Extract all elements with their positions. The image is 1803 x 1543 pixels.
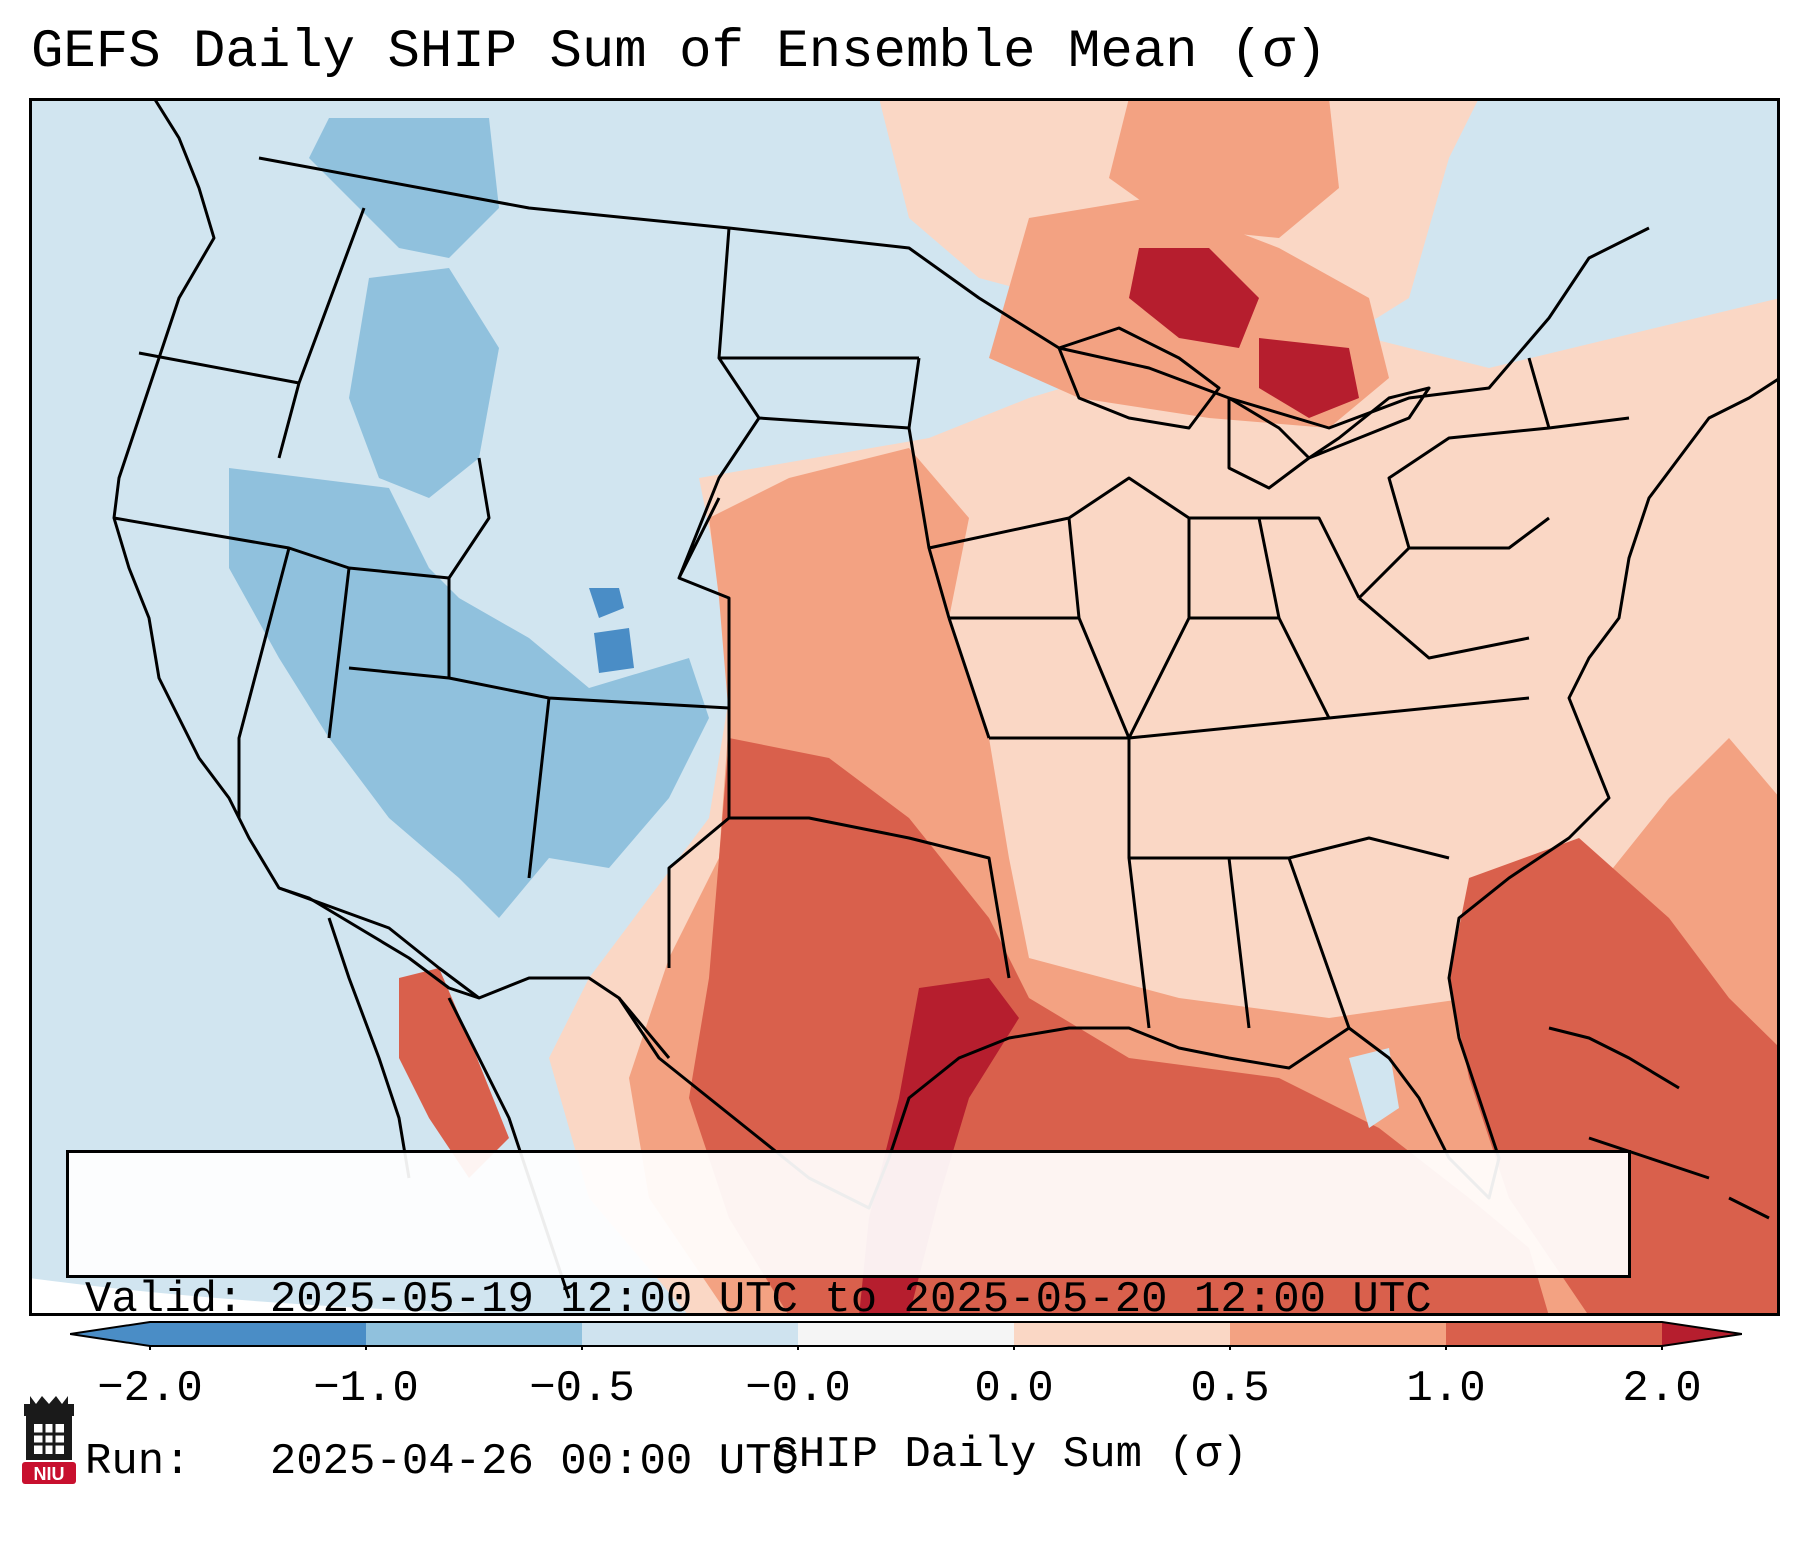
- caribbean-islands: [1548, 1026, 1770, 1220]
- anomaly-baja-strong: [399, 968, 509, 1178]
- run-value: 2025-04-26 00:00 UTC: [269, 1437, 798, 1487]
- anomaly-northwest-blue: [309, 118, 499, 258]
- colorbar-tick-label: 2.0: [1622, 1364, 1702, 1414]
- map-borders: [112, 98, 1780, 1299]
- logo-text: NIU: [34, 1464, 65, 1484]
- valid-row: Valid: 2025-05-19 12:00 UTC to 2025-05-2…: [85, 1273, 1628, 1327]
- colorbar-segment: [582, 1322, 798, 1346]
- colorbar-extend-high: [1662, 1322, 1742, 1346]
- colorbar-tick-label: −0.5: [529, 1364, 635, 1414]
- valid-label: Valid:: [85, 1275, 244, 1325]
- run-label: Run:: [85, 1437, 191, 1487]
- colorbar-segment: [1230, 1322, 1446, 1346]
- map-frame: [29, 98, 1780, 1316]
- mexico-border: [278, 886, 671, 1059]
- anomaly-superior-max: [1129, 248, 1259, 348]
- anomaly-north-medium: [1109, 98, 1339, 238]
- colorbar-tick-label: −0.0: [745, 1364, 851, 1414]
- colorbar-tick-label: −2.0: [97, 1364, 203, 1414]
- anomaly-idaho-blue: [349, 268, 499, 498]
- colorbar-segment: [1446, 1322, 1662, 1346]
- colorbar-ticks: [149, 1346, 1663, 1350]
- us-outline: [112, 98, 1780, 1210]
- colorbar-label: SHIP Daily Sum (σ): [772, 1430, 1248, 1480]
- colorbar: [70, 1321, 1742, 1350]
- colorbar-tick-label: 1.0: [1406, 1364, 1486, 1414]
- anomaly-florida-light: [1349, 1048, 1399, 1128]
- niu-logo: NIU: [22, 1396, 76, 1484]
- colorbar-tick-label: 0.5: [1190, 1364, 1270, 1414]
- great-lakes: [1057, 326, 1431, 490]
- anomaly-huron-max: [1259, 338, 1359, 418]
- map-panel: [29, 98, 1780, 1316]
- state-lines-west: [113, 207, 921, 879]
- run-row: Run: 2025-04-26 00:00 UTC: [85, 1435, 1628, 1489]
- anomaly-colorado-strong: [589, 588, 634, 673]
- colorbar-extend-low: [70, 1322, 150, 1346]
- colorbar-segment: [798, 1322, 1014, 1346]
- colorbar-segment: [1014, 1322, 1230, 1346]
- colorbar-tick-label: −1.0: [313, 1364, 419, 1414]
- state-lines-central: [667, 427, 1361, 979]
- canada-border: [258, 156, 1650, 430]
- valid-value: 2025-05-19 12:00 UTC to 2025-05-20 12:00…: [269, 1275, 1432, 1325]
- colorbar-segment: [366, 1322, 582, 1346]
- colorbar-tick-label: 0.0: [974, 1364, 1054, 1414]
- info-box: Valid: 2025-05-19 12:00 UTC to 2025-05-2…: [66, 1150, 1631, 1487]
- colorbar-segment: [150, 1322, 366, 1346]
- state-lines-east: [1127, 357, 1630, 1029]
- map-title: GEFS Daily SHIP Sum of Ensemble Mean (σ): [31, 22, 1328, 83]
